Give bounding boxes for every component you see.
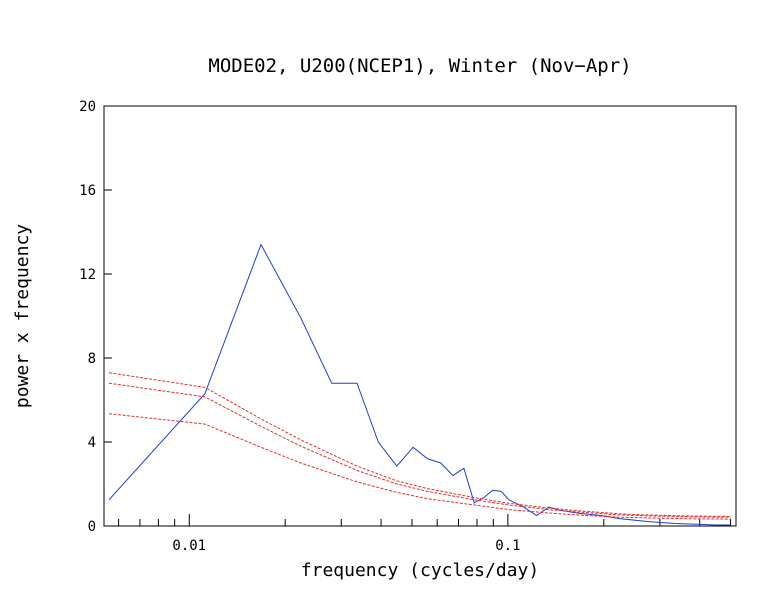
y-tick-label: 20 [79,99,96,115]
x-tick-label: 0.1 [495,538,520,554]
chart-title: MODE02, U200(NCEP1), Winter (Nov−Apr) [208,55,631,77]
y-tick-label: 12 [79,267,96,283]
x-tick-label: 0.01 [172,538,206,554]
plot-frame [103,105,737,527]
series-confidence-99 [108,372,731,517]
data-lines [108,243,731,526]
y-axis-label: power x frequency [12,224,33,408]
series-confidence-95 [108,382,731,518]
x-axis-label: frequency (cycles/day) [301,560,539,581]
y-tick-label: 0 [88,519,96,535]
axis-ticks: 0 4 8 12 16 20 0.01 0.1 [79,99,732,554]
series-spectrum [108,243,731,526]
y-tick-label: 16 [79,183,96,199]
y-tick-label: 4 [88,435,96,451]
y-tick-label: 8 [88,351,96,367]
series-red-noise [108,413,731,520]
